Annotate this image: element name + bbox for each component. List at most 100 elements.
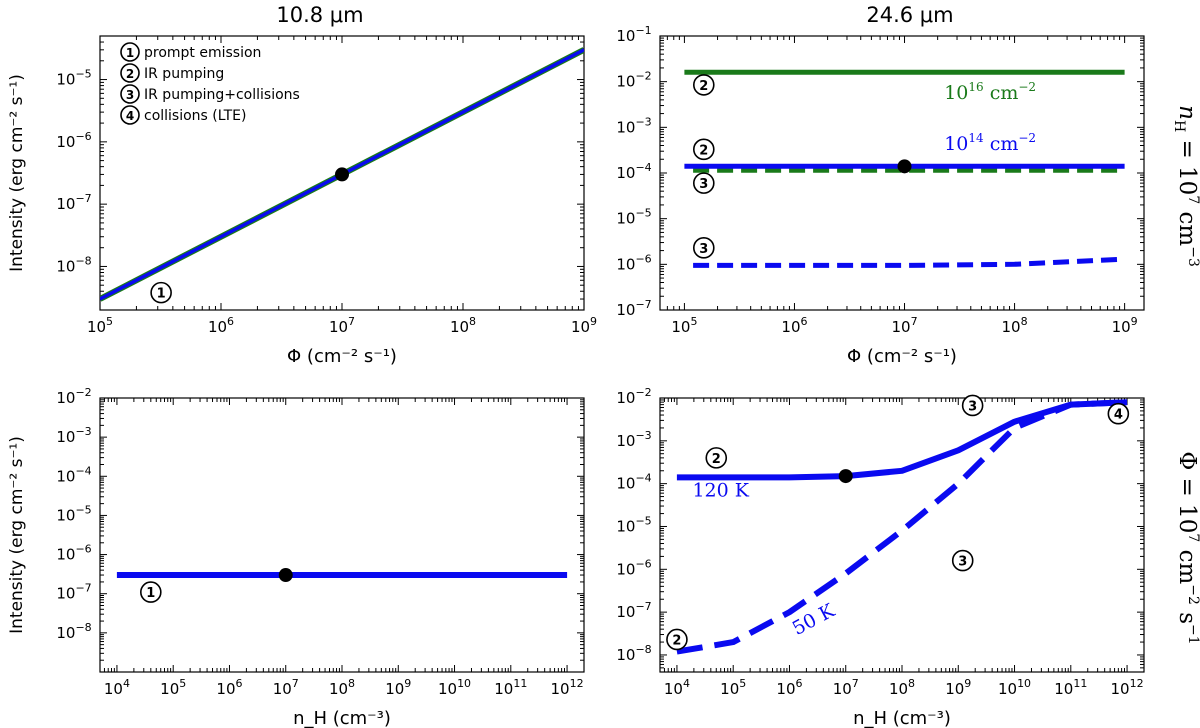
y-tick-label: 10−6 [56,130,91,151]
marker-number: 3 [699,242,708,257]
x-tick-label: 1011 [1054,677,1087,698]
legend-number: 3 [126,88,134,102]
marker-3: 3 [692,237,715,259]
x-tick-label: 109 [945,677,971,698]
row-label-top: nH = 107 cm−3 [1171,105,1200,267]
x-tick-label: 107 [833,677,859,698]
x-tick-label: 105 [720,677,746,698]
marker-3: 3 [692,172,715,194]
x-tick-label: 1011 [494,677,527,698]
x-tick-label: 108 [1002,315,1028,336]
marker-2: 2 [692,138,715,161]
column-title-right: 24.6 μm [866,3,953,27]
marker-2: 2 [705,447,728,469]
marker-4: 4 [1107,402,1130,425]
marker-2: 2 [692,74,715,96]
legend-marker [120,84,140,104]
y-tick-label: 10−6 [616,252,651,273]
x-tick-label: 105 [160,677,186,698]
y-axis-label: Intensity (erg cm⁻² s⁻¹) [7,436,27,634]
marker-number: 4 [1114,408,1123,423]
legend-label: IR pumping+collisions [144,87,300,103]
y-tick-label: 10−8 [616,643,651,664]
panel-bottom-left: 104 105 106 107 108 109 1010 1011 1012 10−8 10−7 10… [7,386,585,728]
x-tick-label: 109 [1112,315,1138,336]
series-line-3 [693,256,1125,268]
marker-number: 1 [157,287,166,302]
data-point [838,469,853,484]
legend: 1 prompt emission 2 IR pumping 3 IR pumping+c… [120,42,300,125]
marker-circle-shape [692,237,715,259]
legend-marker [120,63,140,83]
annotation-0: 120 K [692,480,749,502]
annotation-1: 1014 cm−2 [944,131,1036,155]
y-tick-label: 10−3 [56,425,91,446]
panel-bottom-right: 104 105 106 107 108 109 1010 1011 1012 10−8 10−7 10… [616,386,1145,728]
y-tick-label: 10−7 [56,582,91,603]
data-point [897,159,912,174]
legend-marker [120,42,140,62]
marker-number: 2 [699,79,708,94]
legend-number: 1 [126,46,134,60]
plot-area [676,399,1128,655]
legend-label: IR pumping [144,66,224,82]
series-line-1 [676,399,1128,655]
marker-number: 3 [699,177,708,192]
marker-circle-shape [961,394,984,417]
x-tick-label: 109 [571,315,597,336]
marker-circle-shape [666,628,688,651]
marker-number: 3 [958,555,967,570]
x-tick-label: 108 [450,315,476,336]
row-label-bottom: Φ = 107 cm−2 s−1 [1174,451,1200,644]
marker-circle-shape [692,74,715,96]
y-tick-label: 10−4 [616,161,651,182]
y-tick-label: 10−8 [56,254,91,275]
y-tick-label: 10−7 [56,192,91,213]
x-tick-label: 108 [329,677,355,698]
annotation-0: 1016 cm−2 [944,80,1036,104]
x-tick-label: 107 [273,677,299,698]
panel-top-left: 105 106 107 108 109 10−8 10−7 10−6 10−5 Φ (cm⁻² s… [7,35,597,367]
y-tick-label: 10−2 [56,386,91,407]
y-tick-label: 10−5 [56,68,91,89]
marker-circle-shape [692,172,715,194]
legend-label: collisions (LTE) [144,108,247,124]
marker-circle-shape [705,447,728,469]
axes-frame [99,35,585,311]
y-tick-label: 10−7 [616,600,651,621]
y-tick-label: 10−1 [616,24,651,45]
y-tick-label: 10−6 [616,557,651,578]
y-tick-label: 10−8 [56,621,91,642]
x-tick-label: 106 [208,315,234,336]
x-tick-label: 1012 [1111,677,1144,698]
y-tick-label: 10−4 [616,472,651,493]
panel-top-right: 105 106 107 108 109 10−7 10−6 10−5 10−4 10−3 10−2 1… [616,24,1145,367]
x-tick-label: 106 [216,677,242,698]
axes-frame [659,397,1145,673]
x-axis-label: n_H (cm⁻³) [853,708,951,728]
marker-number: 2 [699,143,708,158]
y-tick-label: 10−3 [616,115,651,136]
marker-number: 3 [968,399,977,414]
marker-circle-shape [951,549,974,572]
y-tick-label: 10−6 [56,543,91,564]
y-tick-label: 10−2 [616,70,651,91]
x-tick-label: 107 [891,315,917,336]
y-tick-label: 10−5 [616,207,651,228]
column-title-left: 10.8 μm [276,3,363,27]
marker-circle-shape [140,581,162,603]
x-axis-label: Φ (cm⁻² s⁻¹) [287,346,397,367]
y-axis-label: Intensity (erg cm⁻² s⁻¹) [7,74,27,272]
y-tick-label: 10−4 [56,464,91,485]
y-tick-label: 10−5 [616,514,651,535]
data-point [335,167,349,182]
x-tick-label: 105 [671,315,697,336]
x-axis-label: Φ (cm⁻² s⁻¹) [847,346,957,367]
x-tick-label: 104 [664,677,690,698]
x-tick-label: 104 [104,677,130,698]
y-tick-label: 10−5 [56,503,91,524]
x-tick-label: 1012 [551,677,584,698]
marker-number: 2 [672,633,681,648]
marker-3: 3 [951,549,974,572]
y-tick-label: 10−3 [616,429,651,450]
